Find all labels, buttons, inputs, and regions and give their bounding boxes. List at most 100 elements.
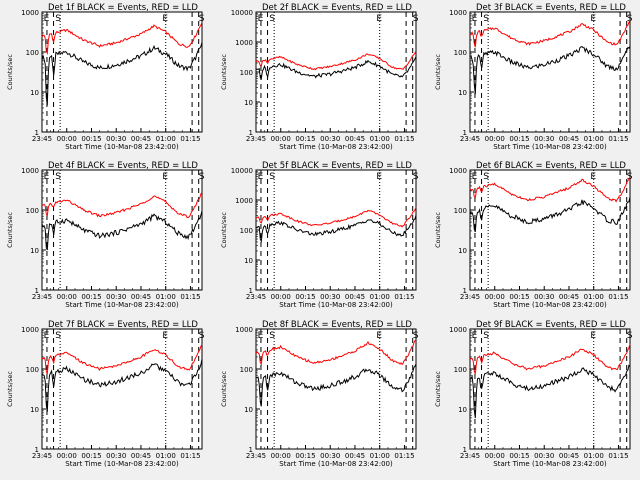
- x-tick-label: 00:15: [81, 135, 101, 143]
- event-marker-label: E: [590, 172, 596, 182]
- y-tick-label: 100: [240, 69, 253, 77]
- y-tick-label: 100: [240, 366, 253, 374]
- y-tick-label: 1000: [235, 39, 253, 47]
- y-tick-label: 1: [249, 446, 253, 454]
- plot-area: [469, 169, 631, 291]
- x-tick-label: 01:15: [608, 293, 628, 301]
- y-tick-label: 100: [26, 207, 39, 215]
- chart-title: Det 5f BLACK = Events, RED = LLD: [262, 161, 412, 171]
- x-axis-label: Start Time (10-Mar-08 23:42:00): [493, 143, 607, 151]
- x-tick-label: 23:45: [246, 135, 266, 143]
- lld-series-line: [255, 207, 417, 228]
- y-axis-label: Counts/sec: [220, 212, 228, 248]
- y-tick-label: 100: [454, 366, 467, 374]
- chart-title: Det 7f BLACK = Events, RED = LLD: [48, 320, 198, 330]
- event-marker-label: S: [269, 14, 275, 24]
- x-tick-label: 01:00: [370, 452, 390, 460]
- x-tick-label: 00:30: [106, 293, 126, 301]
- x-tick-label: 23:45: [32, 452, 52, 460]
- events-series-line: [255, 56, 417, 80]
- lld-series-line: [41, 191, 203, 218]
- event-marker-label: S: [55, 14, 61, 24]
- x-tick-label: 01:15: [180, 293, 200, 301]
- x-tick-label: 01:15: [180, 135, 200, 143]
- x-tick-label: 00:15: [509, 293, 529, 301]
- x-tick-label: 01:00: [584, 452, 604, 460]
- event-marker-label: E: [472, 14, 478, 24]
- lld-series-line: [255, 50, 417, 71]
- event-marker-label: S: [199, 331, 205, 341]
- x-tick-label: 01:15: [608, 452, 628, 460]
- x-tick-label: 00:30: [106, 452, 126, 460]
- chart-title: Det 2f BLACK = Events, RED = LLD: [262, 3, 412, 13]
- event-marker-label: E: [472, 331, 478, 341]
- y-tick-label: 10: [30, 247, 39, 255]
- y-axis-label: Counts/sec: [434, 54, 442, 90]
- plot-area: [255, 11, 417, 133]
- x-tick-label: 00:15: [81, 452, 101, 460]
- y-tick-label: 10: [244, 257, 253, 265]
- x-tick-label: 00:15: [295, 135, 315, 143]
- y-tick-label: 1000: [21, 167, 39, 175]
- x-tick-label: 01:00: [156, 135, 176, 143]
- chart-title: Det 8f BLACK = Events, RED = LLD: [262, 320, 412, 330]
- x-axis-label: Start Time (10-Mar-08 23:42:00): [493, 460, 607, 468]
- lld-series-line: [41, 22, 203, 56]
- y-tick-label: 1: [463, 287, 467, 295]
- x-tick-label: 01:00: [156, 452, 176, 460]
- x-axis-label: Start Time (10-Mar-08 23:42:00): [65, 460, 179, 468]
- event-marker-label: E: [44, 14, 50, 24]
- y-tick-label: 1: [249, 129, 253, 137]
- x-tick-label: 00:15: [295, 293, 315, 301]
- x-tick-label: 00:00: [485, 452, 505, 460]
- event-marker-label: S: [483, 331, 489, 341]
- y-axis-label: Counts/sec: [434, 212, 442, 248]
- x-axis-label: Start Time (10-Mar-08 23:42:00): [65, 301, 179, 309]
- event-marker-label: E: [376, 14, 382, 24]
- x-tick-label: 01:00: [370, 135, 390, 143]
- event-marker-label: E: [162, 172, 168, 182]
- chart-panel-8: Det 8f BLACK = Events, RED = LLD 1 10 100 10…: [220, 320, 419, 468]
- x-tick-label: 00:00: [485, 135, 505, 143]
- x-axis-label: Start Time (10-Mar-08 23:42:00): [493, 301, 607, 309]
- lld-series-line: [469, 343, 631, 374]
- x-tick-label: 23:45: [460, 293, 480, 301]
- x-tick-label: 00:30: [320, 293, 340, 301]
- x-tick-label: 00:00: [271, 452, 291, 460]
- x-tick-label: 00:30: [534, 452, 554, 460]
- y-tick-label: 100: [26, 49, 39, 57]
- event-marker-label: E: [258, 331, 264, 341]
- lld-series-line: [255, 339, 417, 366]
- x-tick-label: 01:00: [584, 293, 604, 301]
- event-marker-label: E: [376, 172, 382, 182]
- event-marker-label: S: [55, 331, 61, 341]
- x-tick-label: 00:30: [534, 135, 554, 143]
- event-marker-label: E: [258, 14, 264, 24]
- lld-series-line: [469, 176, 631, 203]
- y-tick-label: 1: [463, 446, 467, 454]
- event-marker-label: E: [162, 331, 168, 341]
- event-marker-label: S: [413, 172, 419, 182]
- y-tick-label: 1000: [235, 326, 253, 334]
- x-tick-label: 00:00: [271, 293, 291, 301]
- chart-panel-3: Det 3f BLACK = Events, RED = LLD 1 10 100 10…: [434, 3, 633, 151]
- x-tick-label: 23:45: [246, 293, 266, 301]
- y-tick-label: 10: [458, 247, 467, 255]
- chart-panel-6: Det 6f BLACK = Events, RED = LLD 1 10 100 10…: [434, 161, 633, 309]
- x-tick-label: 00:45: [345, 293, 365, 301]
- x-tick-label: 01:00: [156, 293, 176, 301]
- event-marker-label: E: [590, 14, 596, 24]
- x-tick-label: 01:15: [394, 293, 414, 301]
- x-tick-label: 00:15: [509, 452, 529, 460]
- events-series-line: [469, 196, 631, 233]
- x-tick-label: 00:15: [81, 293, 101, 301]
- x-tick-label: 01:00: [370, 293, 390, 301]
- y-tick-label: 1: [249, 287, 253, 295]
- chart-panel-9: Det 9f BLACK = Events, RED = LLD 1 10 100 10…: [434, 320, 633, 468]
- x-tick-label: 23:45: [32, 293, 52, 301]
- lld-series-line: [469, 19, 631, 48]
- y-tick-label: 100: [454, 207, 467, 215]
- y-tick-label: 1: [463, 129, 467, 137]
- event-marker-label: S: [55, 172, 61, 182]
- y-tick-label: 100: [454, 49, 467, 57]
